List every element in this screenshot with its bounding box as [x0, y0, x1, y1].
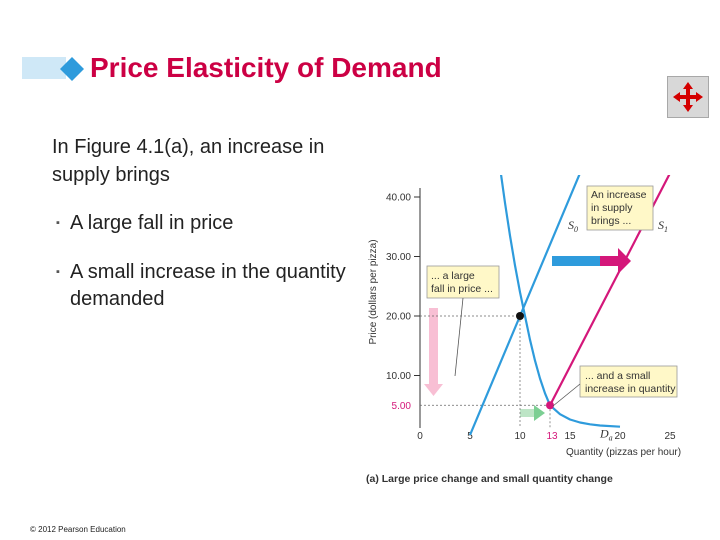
annotation-pointer	[552, 383, 581, 407]
move-button[interactable]	[667, 76, 709, 118]
supply-s1-label: S1	[658, 218, 668, 234]
x-tick-label: 5	[467, 431, 473, 442]
svg-text:An increase: An increase	[591, 189, 647, 201]
chart-caption: (a) Large price change and small quantit…	[366, 473, 613, 485]
annotation-pointer	[454, 297, 464, 377]
copyright-text: © 2012 Pearson Education	[30, 525, 126, 534]
price-fall-arrow-shaft	[429, 308, 438, 384]
x-tick-label: 0	[417, 431, 423, 442]
quantity-increase-arrow-shaft	[520, 409, 534, 417]
svg-text:increase in quantity: increase in quantity	[585, 383, 676, 395]
move-arrows-icon	[673, 82, 703, 112]
equilibrium-point-initial	[516, 312, 524, 320]
bullet-item: ▪ A small increase in the quantity deman…	[56, 259, 346, 313]
y-tick-label: 20.00	[386, 312, 411, 323]
y-highlight-label: 5.00	[392, 401, 412, 412]
quantity-increase-arrow-head	[534, 405, 545, 421]
x-tick-label: 20	[614, 431, 626, 442]
title-decoration	[22, 57, 84, 81]
demand-curve	[499, 175, 621, 428]
price-fall-arrow-head	[424, 384, 443, 396]
svg-text:... and a small: ... and a small	[585, 370, 650, 382]
intro-text: In Figure 4.1(a), an increase in supply …	[52, 136, 325, 186]
svg-text:fall in price ...: fall in price ...	[431, 283, 493, 295]
bullet-item: ▪ A large fall in price	[56, 210, 346, 237]
svg-text:... a large: ... a large	[431, 270, 475, 282]
supply-shift-arrow-shaft-end	[600, 256, 620, 266]
demand-label: Da	[599, 426, 613, 442]
bullet-marker: ▪	[56, 266, 60, 278]
x-tick-label: 25	[664, 431, 676, 442]
bullet-text: A large fall in price	[70, 212, 234, 234]
x-tick-label: 10	[514, 431, 526, 442]
y-tick-label: 30.00	[386, 252, 411, 263]
equilibrium-point-new	[546, 401, 554, 410]
bullet-text: A small increase in the quantity demande…	[70, 261, 346, 310]
supply-shift-arrow-shaft	[552, 256, 610, 266]
slide-title: Price Elasticity of Demand	[90, 52, 442, 83]
y-tick-label: 40.00	[386, 193, 411, 204]
svg-text:in supply: in supply	[591, 202, 633, 214]
supply-s0-line	[468, 175, 581, 435]
annotation-small-quantity-increase: ... and a small increase in quantity	[579, 365, 678, 398]
x-axis-title: Quantity (pizzas per hour)	[566, 447, 681, 458]
supply-demand-chart: 10.00 20.00 30.00 40.00 0 5 10 15 20 25 5.00 13 S…	[366, 175, 681, 485]
x-highlight-label: 13	[546, 431, 558, 442]
annotation-supply-increase: An increase in supply brings ...	[586, 185, 654, 231]
bullet-marker: ▪	[56, 217, 60, 229]
supply-s0-label: S0	[568, 218, 578, 234]
svg-text:brings ...: brings ...	[591, 215, 631, 227]
annotation-large-price-fall: ... a large fall in price ...	[426, 265, 500, 299]
x-tick-label: 15	[564, 431, 576, 442]
y-axis-title: Price (dollars per pizza)	[368, 239, 379, 344]
y-tick-label: 10.00	[386, 371, 411, 382]
